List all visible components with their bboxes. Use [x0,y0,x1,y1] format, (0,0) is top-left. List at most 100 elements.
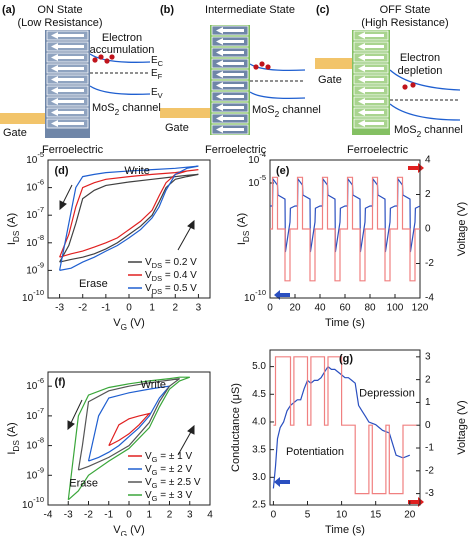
x-tick-label: 10 [336,510,348,521]
polarization-arrow [51,65,84,72]
x-tick-label: 0 [126,510,132,521]
y-axis-label-part: DS [242,230,251,242]
polarization-arrow [358,109,384,116]
legend-label-part: V [145,270,152,281]
data-line [273,356,417,495]
legend-label-part: V [145,257,152,268]
x-tick-label: 20 [289,303,301,314]
data-line [108,412,152,447]
band-note: Electron [400,52,440,64]
x-tick-label: 1 [146,510,152,521]
data-line [87,385,171,462]
annotation: Erase [79,278,108,290]
y2-tick-label: 2 [425,374,431,385]
y-tick-label-part: 10 [248,178,260,189]
legend-label-part: V [145,490,152,501]
data-line [59,165,199,271]
y-tick-label-part: 10 [26,265,38,276]
legend-label-part: DS [152,261,162,270]
y2-tick-label: 0 [425,420,431,431]
x-tick-label: 1 [149,303,155,314]
y2-tick-label: -2 [425,258,434,269]
band-edge [89,53,151,63]
y2-tick-label: 0 [425,224,431,235]
layer-label: Ferroelectric [42,144,104,156]
panel-label: (d) [54,165,68,177]
polarization-arrow [216,71,244,78]
legend-label-part: = ± 2 V [158,464,193,475]
sweep-arrow [177,429,193,456]
legend-label-part: DS [152,274,162,283]
annotation: Write [124,165,149,177]
annotation: Erase [69,478,98,490]
y-tick-label-part: 10 [26,182,38,193]
legend-label: VG = ± 2 V [145,464,193,478]
y-tick-label-part: 10 [26,411,38,422]
x-tick-label: 100 [387,303,404,314]
x-tick-label: -3 [55,303,64,314]
legend-label-part: G [152,494,158,503]
x-axis-label-part: G [121,530,127,536]
polarization-arrow [216,38,244,45]
polarization-arrow [358,98,384,105]
y-tick-label: 10-9 [26,466,44,481]
sweep-arrow [69,399,83,426]
energy-level-part: E [151,68,158,79]
y2-tick-label: 3 [425,351,431,362]
y-axis-label-part: (A) [6,213,18,231]
x-tick-label: 15 [370,510,382,521]
y-axis-label: IDS (A) [6,422,21,454]
electron [104,58,110,64]
y-tick-label: 10-10 [22,495,44,510]
y-tick-label: 10-5 [26,150,44,165]
y-tick-label: 2.5 [252,500,266,511]
polarization-arrow [216,27,244,34]
x-tick-label: 0 [126,303,132,314]
band-edge [389,103,461,121]
energy-level: EF [151,68,163,82]
y-tick-label-part: -5 [259,173,266,182]
state-title: OFF State [380,4,431,16]
band-note: Electron [102,32,142,44]
polarization-arrow [216,126,244,133]
x-tick-label: -3 [64,510,73,521]
x-tick-label: 120 [412,303,429,314]
electron [109,54,115,60]
y-axis-label-part: DS [12,230,21,242]
x-tick-label: 60 [339,303,351,314]
panel-label: (c) [316,4,330,16]
energy-level-part: F [158,72,163,81]
panel-label: (e) [276,165,290,177]
y-tick-label-part: -6 [37,178,44,187]
y-axis-label: IDS (A) [6,213,21,245]
band-edge [89,85,151,95]
x-axis-label: VG (V) [113,317,145,332]
y-tick-label-part: -10 [33,288,44,297]
polarization-arrow [51,109,84,116]
gate-label: Gate [3,127,27,139]
polarization-arrow [358,120,384,127]
polarization-arrow [51,54,84,61]
polarization-arrow [358,87,384,94]
legend-label-part: = ± 3 V [158,490,193,501]
plot-frame [269,349,421,506]
gate-label: Gate [318,74,342,86]
data-line [270,176,420,282]
y-tick-label: 5.0 [252,361,266,372]
electron [92,57,98,63]
y-tick-label: 10-9 [26,261,44,276]
band-edge [249,63,306,72]
legend-label-part: = 0.4 V [162,270,197,281]
axis-arrow [274,477,290,487]
channel-label-part: 2 [115,108,120,117]
legend-label: VG = ± 2.5 V [145,477,201,491]
electron [259,61,265,67]
arrow-head [59,200,67,211]
arrow-head [187,219,195,230]
polarization-arrow [358,65,384,72]
polarization-arrow [216,93,244,100]
polarization-arrow [358,43,384,50]
legend-label: VDS = 0.2 V [145,257,197,271]
state-title: (High Resistance) [361,17,448,29]
